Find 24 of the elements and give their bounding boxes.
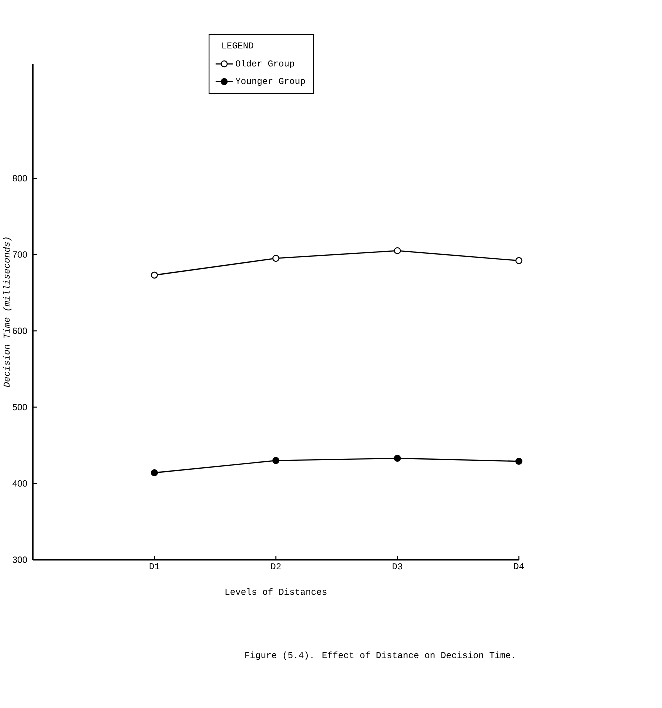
legend-title: LEGEND	[222, 42, 254, 49]
x-tick-label: D1	[150, 564, 160, 570]
point	[394, 455, 402, 462]
x-tick-label: D4	[514, 564, 524, 570]
legend-label: Older Group	[236, 60, 295, 69]
x-tick-label: D3	[393, 564, 403, 570]
x-tick-label: D2	[272, 564, 282, 570]
point	[516, 458, 523, 466]
point	[151, 272, 158, 279]
point	[394, 247, 402, 254]
y-tick-label: 400	[12, 480, 28, 487]
point	[272, 255, 280, 262]
point	[151, 470, 158, 476]
x-axis-title: Levels of Distances	[226, 588, 327, 596]
text: Figure (5.4). Effect of Distance on Decision Time.	[246, 652, 515, 660]
point	[272, 457, 280, 464]
y-tick-label: 300	[13, 556, 28, 564]
point	[516, 257, 523, 264]
legend-label: Younger Group	[236, 78, 306, 86]
y-tick-label: 600	[13, 328, 28, 334]
y-tick-label: 700	[13, 252, 28, 258]
y-axis-title: Decision Time (milliseconds)	[4, 238, 12, 388]
y-tick-label: 800	[13, 175, 28, 182]
y-tick-label: 500	[13, 404, 28, 411]
